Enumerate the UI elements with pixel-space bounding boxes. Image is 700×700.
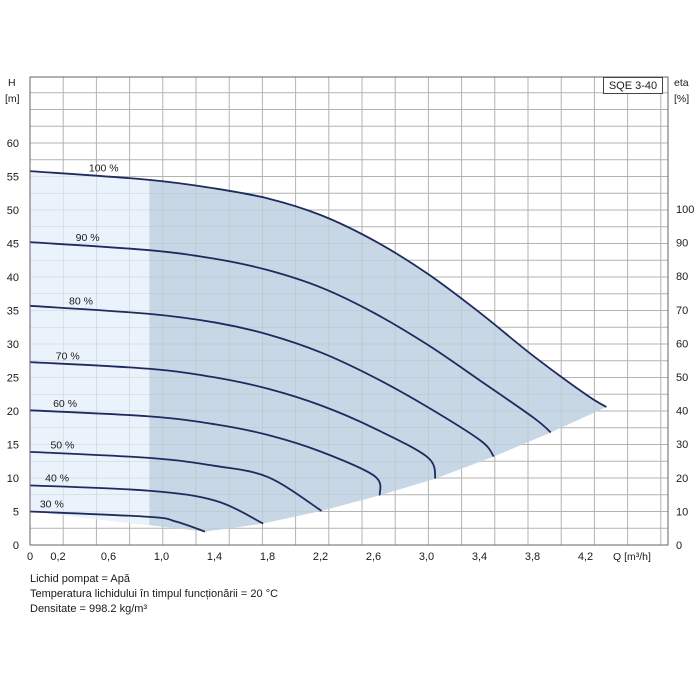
- fluid-notes: Lichid pompat = Apă Temperatura lichidul…: [30, 572, 278, 617]
- curve-40-percent: [29, 484, 264, 525]
- eta-tick-label: 100: [676, 204, 694, 216]
- y-tick-label: 50: [7, 205, 19, 217]
- y-tick-label: 20: [7, 406, 19, 418]
- plot-frame: [29, 76, 669, 546]
- curve-label: 50 %: [50, 440, 74, 452]
- x-axis-title: Q [m³/h]: [613, 551, 651, 563]
- y-tick-label: 35: [7, 306, 19, 318]
- eta-tick-label: 20: [676, 473, 688, 485]
- eta-tick-label: 0: [676, 540, 682, 552]
- curve-30-percent: [29, 510, 206, 533]
- x-tick-label: 0,6: [101, 551, 116, 563]
- curve-label: 30 %: [40, 499, 64, 511]
- x-tick-label: 1,0: [154, 551, 169, 563]
- eta-axis-title: eta: [674, 77, 689, 89]
- note-density: Densitate = 998.2 kg/m³: [30, 603, 148, 615]
- eta-tick-label: 30: [676, 439, 688, 451]
- curve-label: 100 %: [89, 162, 119, 174]
- x-tick-label: 1,8: [260, 551, 275, 563]
- curve-90-percent: [29, 241, 552, 434]
- y-tick-label: 5: [13, 507, 19, 519]
- y-tick-label: 15: [7, 440, 19, 452]
- x-tick-label: 0,2: [50, 551, 65, 563]
- note-fluid: Lichid pompat = Apă: [30, 573, 130, 585]
- y-axis-title: H: [8, 77, 16, 89]
- eta-tick-label: 40: [676, 406, 688, 418]
- eta-tick-label: 60: [676, 338, 688, 350]
- x-tick-label: 4,2: [578, 551, 593, 563]
- axis-ticks: 0 5 10 15 20 25 30 35 40 45 50 55 60 0 10 20 30 40 50 60 70 8…: [7, 138, 695, 563]
- x-tick-label: 1,4: [207, 551, 222, 563]
- eta-tick-label: 80: [676, 271, 688, 283]
- y-tick-label: 0: [13, 540, 19, 552]
- curve-labels: 100 % 90 % 80 % 70 % 60 % 50 % 40 % 30 %: [40, 162, 119, 510]
- curve-label: 70 %: [56, 350, 80, 362]
- curve-70-percent: [29, 361, 437, 479]
- eta-tick-label: 10: [676, 506, 688, 518]
- curve-label: 60 %: [53, 398, 77, 410]
- note-temperature: Temperatura lichidului în timpul funcțio…: [30, 588, 279, 600]
- eta-tick-label: 70: [676, 305, 688, 317]
- y-tick-label: 10: [7, 473, 19, 485]
- curve-50-percent: [29, 450, 322, 512]
- eta-tick-label: 90: [676, 238, 688, 250]
- performance-curves: [29, 170, 607, 533]
- x-tick-label: 3,0: [419, 551, 434, 563]
- curve-label: 80 %: [69, 295, 93, 307]
- x-tick-label: 3,4: [472, 551, 487, 563]
- curve-100-percent: [29, 170, 607, 408]
- x-tick-label: 0: [27, 551, 33, 563]
- plot-border: [29, 76, 669, 546]
- y-tick-label: 45: [7, 239, 19, 251]
- model-badge: SQE 3-40: [603, 77, 663, 94]
- x-tick-label: 2,6: [366, 551, 381, 563]
- x-tick-label: 3,8: [525, 551, 540, 563]
- curve-label: 90 %: [76, 232, 100, 244]
- y-tick-label: 40: [7, 272, 19, 284]
- y-tick-label: 30: [7, 339, 19, 351]
- eta-axis-unit: [%]: [674, 93, 689, 105]
- y-axis-unit: [m]: [5, 93, 20, 105]
- curve-label: 40 %: [45, 473, 69, 485]
- curve-80-percent: [29, 304, 495, 458]
- x-tick-label: 2,2: [313, 551, 328, 563]
- y-tick-label: 55: [7, 172, 19, 184]
- y-tick-label: 25: [7, 373, 19, 385]
- curve-60-percent: [29, 409, 382, 496]
- eta-tick-label: 50: [676, 372, 688, 384]
- y-tick-label: 60: [7, 138, 19, 150]
